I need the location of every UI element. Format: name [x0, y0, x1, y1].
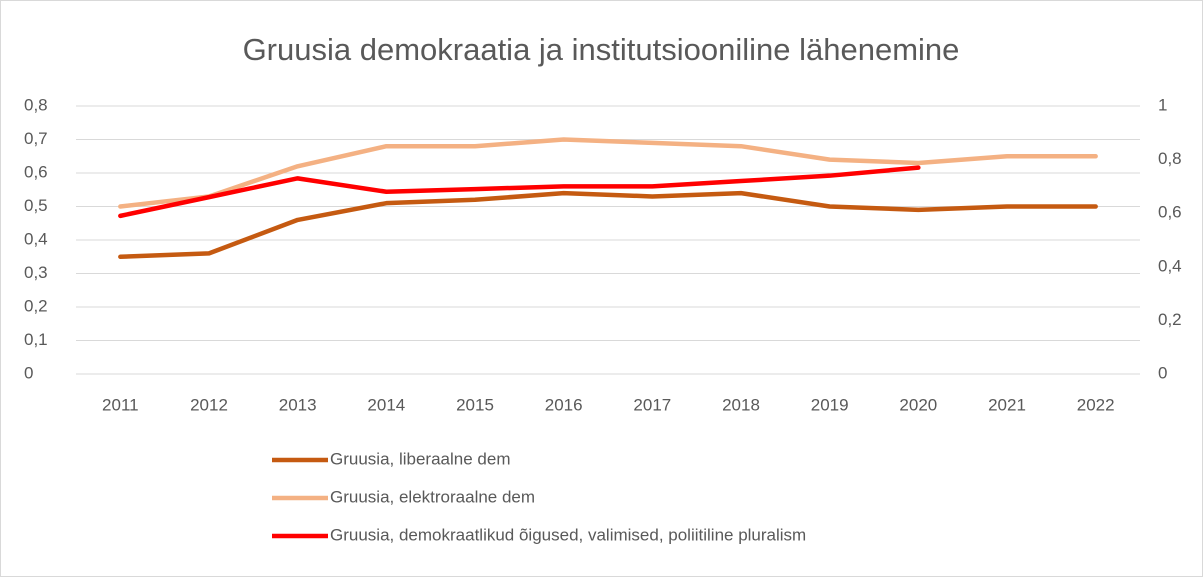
- legend-label: Gruusia, liberaalne dem: [330, 449, 510, 468]
- x-tick-label: 2014: [367, 395, 405, 414]
- y-tick-label: 0,1: [24, 330, 48, 349]
- x-tick-label: 2016: [545, 395, 583, 414]
- legend-label: Gruusia, elektroraalne dem: [330, 487, 535, 506]
- chart-title: Gruusia demokraatia ja institutsioonilin…: [243, 32, 960, 67]
- series-line: [118, 190, 1098, 259]
- y2-tick-label: 1: [1158, 95, 1167, 114]
- x-tick-label: 2011: [102, 395, 139, 414]
- y-tick-label: 0: [24, 363, 33, 382]
- y-tick-label: 0,7: [24, 129, 48, 148]
- legend-label: Gruusia, demokraatlikud õigused, valimis…: [330, 525, 806, 544]
- series-line: [118, 165, 921, 219]
- y-tick-label: 0,3: [24, 263, 48, 282]
- y-tick-label: 0,8: [24, 95, 48, 114]
- x-tick-label: 2012: [190, 395, 228, 414]
- y2-tick-label: 0,4: [1158, 256, 1182, 275]
- y2-tick-label: 0: [1158, 363, 1167, 382]
- x-tick-label: 2019: [811, 395, 849, 414]
- y-tick-label: 0,2: [24, 296, 48, 315]
- x-tick-label: 2022: [1077, 395, 1115, 414]
- y-tick-label: 0,5: [24, 196, 48, 215]
- x-tick-label: 2017: [633, 395, 671, 414]
- y2-tick-label: 0,8: [1158, 149, 1182, 168]
- x-tick-label: 2015: [456, 395, 494, 414]
- x-tick-label: 2018: [722, 395, 760, 414]
- x-tick-label: 2021: [988, 395, 1026, 414]
- y-tick-label: 0,6: [24, 162, 48, 181]
- series-line: [118, 137, 1098, 209]
- y-tick-label: 0,4: [24, 229, 48, 248]
- x-tick-label: 2013: [279, 395, 317, 414]
- y2-tick-label: 0,6: [1158, 203, 1182, 222]
- y2-tick-label: 0,2: [1158, 310, 1182, 329]
- x-tick-label: 2020: [899, 395, 937, 414]
